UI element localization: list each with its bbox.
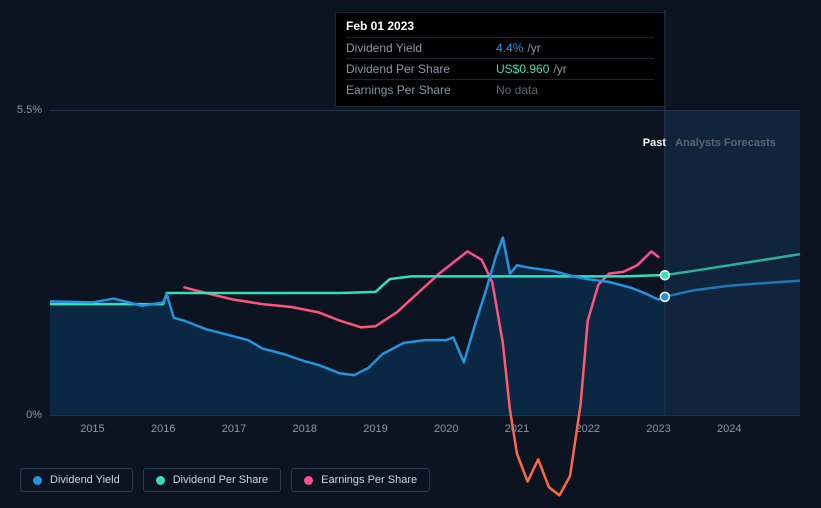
y-axis-label: 0% [26,409,42,421]
past-label: Past [643,137,666,149]
tooltip-row: Dividend Yield4.4%/yr [346,37,654,58]
x-axis-label: 2017 [222,423,246,435]
tooltip-date: Feb 01 2023 [346,19,654,33]
x-axis-label: 2018 [292,423,316,435]
forecast-label: Analysts Forecasts [675,137,776,149]
legend-dot-icon [304,476,313,485]
legend-item[interactable]: Dividend Per Share [143,468,281,492]
x-axis-label: 2016 [151,423,175,435]
tooltip-key: Dividend Per Share [346,62,496,76]
tooltip-suffix: /yr [553,62,566,76]
x-axis-label: 2015 [80,423,104,435]
x-axis-label: 2019 [363,423,387,435]
legend-dot-icon [33,476,42,485]
x-axis-label: 2024 [717,423,741,435]
y-axis-label: 5.5% [17,104,42,116]
tooltip-key: Earnings Per Share [346,83,496,97]
tooltip-key: Dividend Yield [346,41,496,55]
legend: Dividend Yield Dividend Per Share Earnings… [20,468,430,492]
tooltip-row: Earnings Per ShareNo data [346,79,654,100]
chart-tooltip: Feb 01 2023 Dividend Yield4.4%/yrDividen… [335,12,665,107]
tooltip-suffix: /yr [527,41,540,55]
x-axis-label: 2023 [646,423,670,435]
chart-area[interactable]: Past Analysts Forecasts 0%5.5%2015201620… [50,110,800,415]
legend-label: Earnings Per Share [321,474,417,486]
tooltip-value: US$0.960/yr [496,62,567,76]
legend-item[interactable]: Dividend Yield [20,468,133,492]
legend-label: Dividend Yield [50,474,120,486]
tooltip-value: No data [496,83,542,97]
tooltip-row: Dividend Per ShareUS$0.960/yr [346,58,654,79]
x-axis-label: 2021 [505,423,529,435]
tooltip-value: 4.4%/yr [496,41,541,55]
x-axis-label: 2022 [575,423,599,435]
legend-label: Dividend Per Share [173,474,268,486]
x-axis-label: 2020 [434,423,458,435]
legend-dot-icon [156,476,165,485]
legend-item[interactable]: Earnings Per Share [291,468,430,492]
